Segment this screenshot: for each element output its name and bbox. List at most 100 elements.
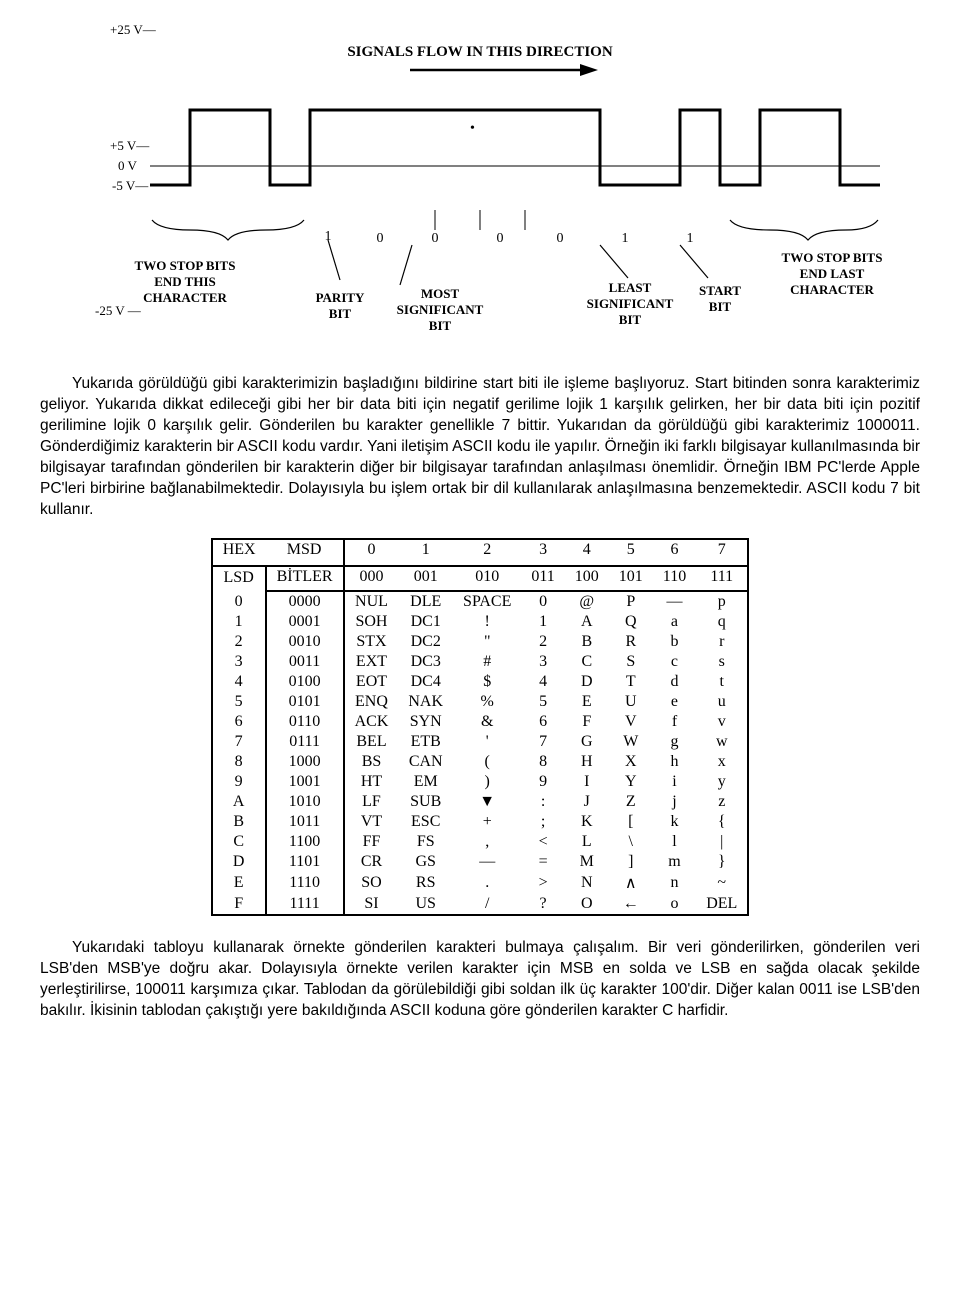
table-row: B1011VTESC+;K[k{ [212, 812, 749, 832]
table-cell: US [398, 894, 453, 915]
annot-msb: MOST [421, 286, 460, 301]
table-cell: V [609, 712, 653, 732]
table-cell: 0010 [266, 632, 344, 652]
table-cell: w [696, 732, 748, 752]
table-cell: BEL [344, 732, 399, 752]
table-cell: 1 [212, 612, 266, 632]
col-hdr: 4 [565, 539, 609, 566]
table-cell: R [609, 632, 653, 652]
table-cell: 0011 [266, 652, 344, 672]
table-cell: 4 [212, 672, 266, 692]
bit-label: 0 [377, 231, 384, 246]
col-hdr: 6 [653, 539, 696, 566]
table-cell: i [653, 772, 696, 792]
diagram-title: SIGNALS FLOW IN THIS DIRECTION [347, 44, 613, 60]
table-cell: a [653, 612, 696, 632]
annot-lsb: SIGNIFICANT [587, 296, 674, 311]
table-cell: 3 [212, 652, 266, 672]
bitler-label: BİTLER [266, 566, 344, 591]
annot-start: START [699, 283, 741, 298]
table-cell: } [696, 852, 748, 872]
annot-right: CHARACTER [790, 282, 874, 297]
paragraph-1: Yukarıda görüldüğü gibi karakterimizin b… [40, 374, 920, 520]
table-cell: SPACE [453, 591, 521, 612]
table-row: 10001SOHDC1!1AQaq [212, 612, 749, 632]
table-cell: ; [521, 812, 564, 832]
table-cell: SUB [398, 792, 453, 812]
table-cell: SI [344, 894, 399, 915]
table-cell: FS [398, 832, 453, 852]
table-cell: L [565, 832, 609, 852]
table-cell: NUL [344, 591, 399, 612]
table-cell: q [696, 612, 748, 632]
table-row: A1010LFSUB▼:JZjz [212, 792, 749, 812]
table-cell: 0110 [266, 712, 344, 732]
table-cell: 0 [212, 591, 266, 612]
bit-col: 110 [653, 566, 696, 591]
table-cell: F [565, 712, 609, 732]
table-cell: SYN [398, 712, 453, 732]
table-cell: Z [609, 792, 653, 812]
table-cell: — [453, 852, 521, 872]
col-hdr: 3 [521, 539, 564, 566]
signal-svg: +25 V— +5 V— 0 V -5 V— -25 V — SIGNALS F… [40, 20, 920, 350]
table-cell: — [653, 591, 696, 612]
table-cell: P [609, 591, 653, 612]
table-row: 00000NULDLESPACE0@P—p [212, 591, 749, 612]
table-cell: H [565, 752, 609, 772]
table-cell: 5 [521, 692, 564, 712]
table-cell: o [653, 894, 696, 915]
table-cell: < [521, 832, 564, 852]
table-cell: SOH [344, 612, 399, 632]
table-row: 91001HTEM)9IYiy [212, 772, 749, 792]
annot-lsb: LEAST [609, 280, 652, 295]
annot-right: TWO STOP BITS [782, 250, 883, 265]
table-cell: u [696, 692, 748, 712]
col-hdr: 2 [453, 539, 521, 566]
table-cell: FF [344, 832, 399, 852]
table-cell: " [453, 632, 521, 652]
table-row: E1110SORS.>N∧n~ [212, 872, 749, 894]
table-cell: E [212, 872, 266, 894]
table-cell: M [565, 852, 609, 872]
table-cell: LF [344, 792, 399, 812]
table-cell: DC1 [398, 612, 453, 632]
bit-label: 1 [325, 229, 332, 244]
msd-label: MSD [266, 539, 344, 566]
table-cell: D [565, 672, 609, 692]
table-cell: EOT [344, 672, 399, 692]
table-cell: s [696, 652, 748, 672]
annot-left: TWO STOP BITS [135, 258, 236, 273]
bit-col: 101 [609, 566, 653, 591]
table-cell: ETB [398, 732, 453, 752]
table-cell: l [653, 832, 696, 852]
table-cell: RS [398, 872, 453, 894]
table-cell: t [696, 672, 748, 692]
ascii-table: HEX MSD 0 1 2 3 4 5 6 7 LSD BİTLER 000 0… [211, 538, 750, 916]
table-cell: Q [609, 612, 653, 632]
timing-diagram: +25 V— +5 V— 0 V -5 V— -25 V — SIGNALS F… [40, 20, 920, 350]
table-row: D1101CRGS—=M]m} [212, 852, 749, 872]
table-cell: [ [609, 812, 653, 832]
table-cell: 2 [521, 632, 564, 652]
table-cell: J [565, 792, 609, 812]
y-label: -5 V— [112, 178, 149, 193]
table-cell: ! [453, 612, 521, 632]
lsd-label: LSD [212, 566, 266, 591]
table-cell: STX [344, 632, 399, 652]
table-cell: g [653, 732, 696, 752]
table-cell: B [565, 632, 609, 652]
table-bits-row: LSD BİTLER 000 001 010 011 100 101 110 1… [212, 566, 749, 591]
table-cell: GS [398, 852, 453, 872]
table-cell: e [653, 692, 696, 712]
bit-col: 111 [696, 566, 748, 591]
bit-label: 0 [497, 231, 504, 246]
table-row: 40100EOTDC4$4DTdt [212, 672, 749, 692]
table-cell: 1 [521, 612, 564, 632]
col-hdr: 5 [609, 539, 653, 566]
table-cell: 1000 [266, 752, 344, 772]
table-cell: ( [453, 752, 521, 772]
table-cell: v [696, 712, 748, 732]
table-cell: 0100 [266, 672, 344, 692]
table-cell: m [653, 852, 696, 872]
